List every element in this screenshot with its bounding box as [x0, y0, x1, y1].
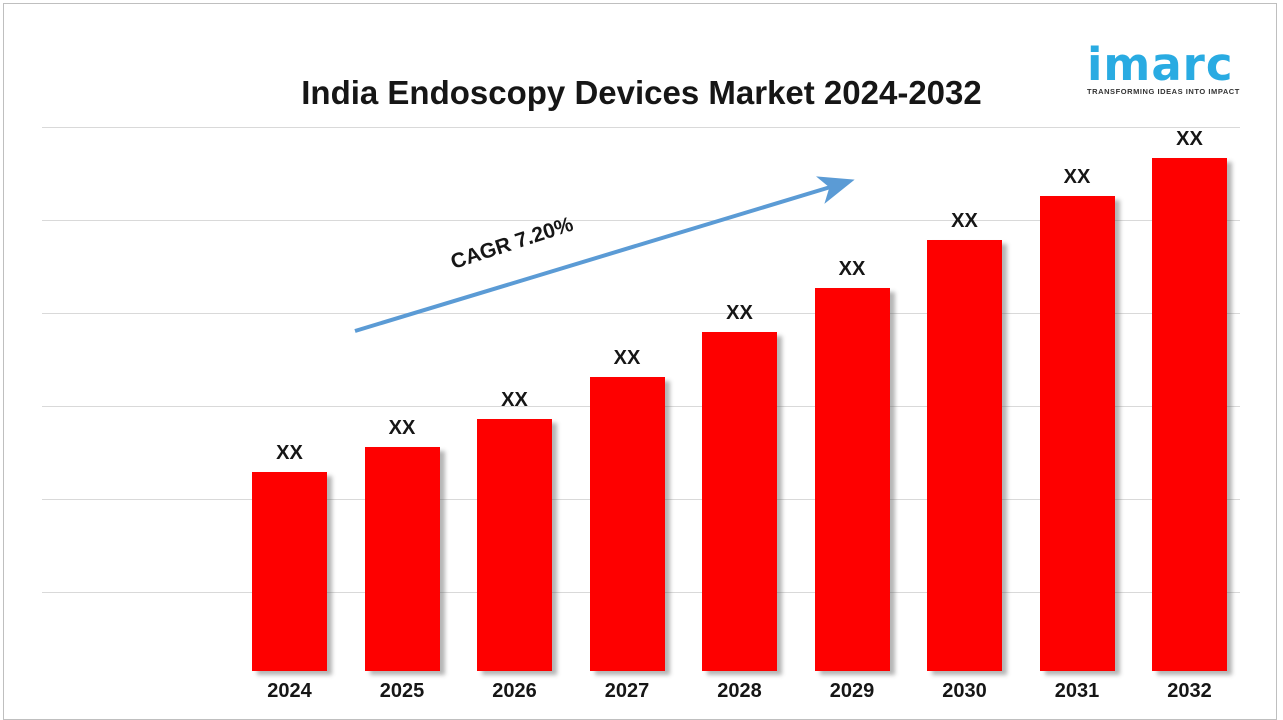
value-label-2030: XX — [951, 210, 978, 232]
value-label-2032: XX — [1176, 128, 1203, 150]
category-label-2029: 2029 — [829, 680, 875, 702]
category-label-2028: 2028 — [717, 680, 762, 702]
value-label-2029: XX — [838, 258, 866, 280]
value-label-2027: XX — [613, 347, 641, 369]
category-label-2024: 2024 — [267, 680, 312, 702]
bar-2026 — [477, 419, 552, 671]
cagr-label: CAGR 7.20% — [448, 212, 577, 274]
category-label-2025: 2025 — [379, 680, 425, 702]
bar-2029 — [814, 288, 890, 671]
imarc-logo-text: imarc — [1087, 38, 1234, 91]
gridline-0 — [42, 127, 1240, 128]
value-label-2031: XX — [1063, 166, 1091, 188]
value-label-2025: XX — [388, 417, 416, 439]
bar-2027 — [589, 377, 665, 671]
value-label-2028: XX — [726, 302, 753, 324]
category-label-2031: 2031 — [1054, 680, 1100, 702]
category-label-2027: 2027 — [604, 680, 650, 702]
category-label-2026: 2026 — [492, 680, 537, 702]
value-label-2026: XX — [501, 389, 528, 411]
bar-2028 — [702, 332, 777, 671]
bar-2025 — [364, 447, 440, 671]
category-label-2032: 2032 — [1167, 680, 1212, 702]
imarc-logo: imarc TRANSFORMING IDEAS INTO IMPACT — [1087, 38, 1240, 97]
bar-2024 — [252, 472, 327, 671]
value-label-2024: XX — [276, 442, 303, 464]
chart-title: India Endoscopy Devices Market 2024-2032 — [301, 74, 982, 111]
bar-2032 — [1152, 158, 1227, 671]
category-label-2030: 2030 — [942, 680, 987, 702]
bar-2030 — [927, 240, 1002, 671]
imarc-logo-tagline: TRANSFORMING IDEAS INTO IMPACT — [1087, 87, 1240, 97]
bar-2031 — [1039, 196, 1115, 671]
